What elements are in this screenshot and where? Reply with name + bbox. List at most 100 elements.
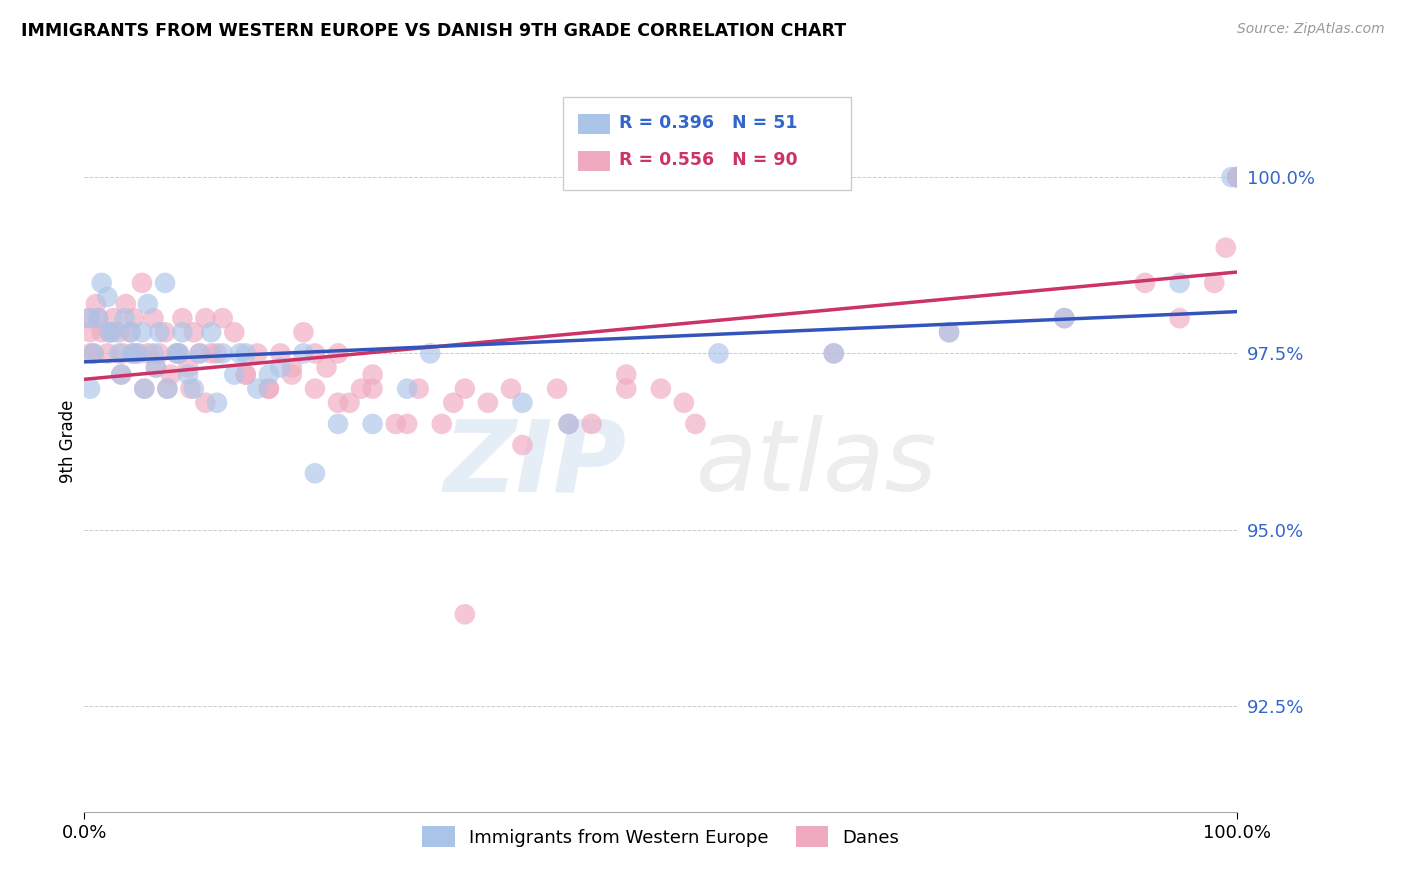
Point xyxy=(315,360,337,375)
Point xyxy=(1226,170,1249,185)
Point xyxy=(142,346,165,360)
Point xyxy=(1215,241,1237,255)
Point xyxy=(156,382,179,396)
Point xyxy=(177,368,200,382)
Point xyxy=(131,276,153,290)
Point xyxy=(172,325,194,339)
Point xyxy=(257,368,280,382)
Point xyxy=(1053,311,1076,326)
Point xyxy=(87,311,110,326)
Bar xyxy=(578,113,610,135)
Point xyxy=(90,276,112,290)
Point xyxy=(614,368,637,382)
Point xyxy=(87,311,110,326)
Point xyxy=(205,346,228,360)
Point xyxy=(153,276,176,290)
Point xyxy=(98,325,121,339)
Point xyxy=(614,382,637,396)
Point xyxy=(326,346,349,360)
Point xyxy=(111,346,134,360)
Point xyxy=(235,346,257,360)
Point xyxy=(167,346,190,360)
Point xyxy=(557,417,579,431)
Point xyxy=(1226,170,1249,185)
Point xyxy=(136,346,159,360)
Point xyxy=(229,346,252,360)
Point xyxy=(408,382,430,396)
Point xyxy=(823,346,845,360)
Point xyxy=(257,382,280,396)
Point xyxy=(183,382,205,396)
Point xyxy=(194,311,217,326)
Point xyxy=(581,417,603,431)
Point xyxy=(98,325,121,339)
Point xyxy=(128,346,150,360)
Point xyxy=(83,346,105,360)
Point xyxy=(211,346,233,360)
Point xyxy=(211,311,233,326)
Text: atlas: atlas xyxy=(696,416,936,512)
Point xyxy=(200,346,222,360)
Point xyxy=(172,311,194,326)
Point xyxy=(281,360,304,375)
Point xyxy=(326,417,349,431)
Point xyxy=(90,325,112,339)
Point xyxy=(121,346,143,360)
Point xyxy=(1168,311,1191,326)
Legend: Immigrants from Western Europe, Danes: Immigrants from Western Europe, Danes xyxy=(415,819,907,855)
Point xyxy=(84,297,107,311)
Point xyxy=(512,396,534,410)
Point xyxy=(125,346,148,360)
Point xyxy=(938,325,960,339)
Point xyxy=(430,417,453,431)
Point xyxy=(224,368,246,382)
Text: R = 0.556   N = 90: R = 0.556 N = 90 xyxy=(619,152,799,169)
Point xyxy=(419,346,441,360)
Point xyxy=(166,346,188,360)
Text: ZIP: ZIP xyxy=(443,416,626,512)
Text: Source: ZipAtlas.com: Source: ZipAtlas.com xyxy=(1237,22,1385,37)
Point xyxy=(122,311,145,326)
Point xyxy=(136,297,159,311)
Point xyxy=(396,417,419,431)
Point xyxy=(823,346,845,360)
Point xyxy=(304,382,326,396)
Point xyxy=(546,382,568,396)
Point xyxy=(269,346,291,360)
Point xyxy=(188,346,211,360)
Point xyxy=(115,297,138,311)
Point xyxy=(304,467,326,481)
Y-axis label: 9th Grade: 9th Grade xyxy=(59,400,77,483)
Point xyxy=(512,438,534,452)
Point xyxy=(76,311,98,326)
Point xyxy=(177,360,200,375)
Point xyxy=(160,368,183,382)
Point xyxy=(477,396,499,410)
Point xyxy=(79,382,101,396)
Point xyxy=(1226,170,1249,185)
Point xyxy=(292,346,315,360)
Point xyxy=(281,368,304,382)
Point xyxy=(167,346,190,360)
Point xyxy=(183,325,205,339)
Point xyxy=(179,382,201,396)
Point xyxy=(200,325,222,339)
Point xyxy=(148,346,170,360)
Point xyxy=(246,382,269,396)
Point xyxy=(396,382,419,396)
Point xyxy=(166,346,188,360)
Point xyxy=(110,368,132,382)
Point xyxy=(938,325,960,339)
Point xyxy=(269,360,291,375)
Point xyxy=(120,325,142,339)
Point xyxy=(257,382,280,396)
Point xyxy=(103,325,124,339)
Point xyxy=(103,311,124,326)
Point xyxy=(246,346,269,360)
Point xyxy=(96,346,118,360)
Point xyxy=(142,311,165,326)
Point xyxy=(121,346,143,360)
Point xyxy=(650,382,672,396)
Point xyxy=(672,396,695,410)
Point xyxy=(326,396,349,410)
